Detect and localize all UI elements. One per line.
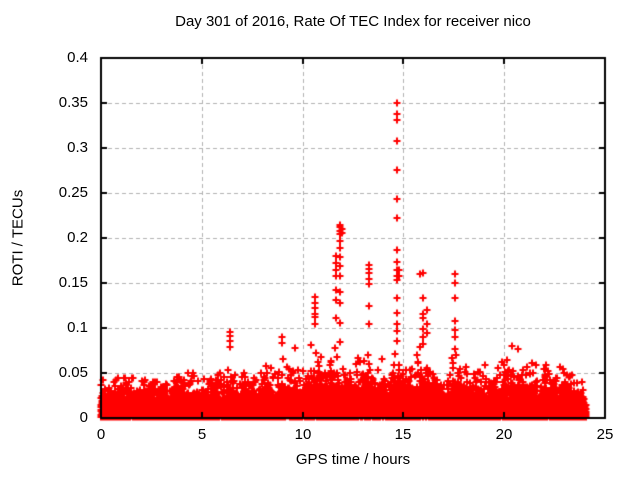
y-tick-label: 0.1 bbox=[67, 319, 88, 336]
y-tick-label: 0.3 bbox=[67, 139, 88, 156]
y-tick-label: 0 bbox=[79, 409, 88, 426]
y-tick-label: 0.35 bbox=[58, 94, 88, 111]
y-tick-label: 0.05 bbox=[58, 364, 88, 381]
y-tick-label: 0.25 bbox=[58, 184, 88, 201]
y-tick-label: 0.4 bbox=[67, 49, 88, 66]
x-tick-label: 0 bbox=[96, 426, 106, 443]
x-tick-label: 20 bbox=[495, 426, 513, 443]
x-tick-label: 25 bbox=[596, 426, 614, 443]
x-tick-label: 10 bbox=[294, 426, 312, 443]
x-axis-label: GPS time / hours bbox=[295, 451, 411, 468]
y-tick-label: 0.2 bbox=[67, 229, 88, 246]
y-tick-label: 0.15 bbox=[58, 274, 88, 291]
x-tick-label: 5 bbox=[197, 426, 207, 443]
x-tick-label: 15 bbox=[394, 426, 412, 443]
chart-title: Day 301 of 2016, Rate Of TEC Index for r… bbox=[175, 13, 531, 30]
